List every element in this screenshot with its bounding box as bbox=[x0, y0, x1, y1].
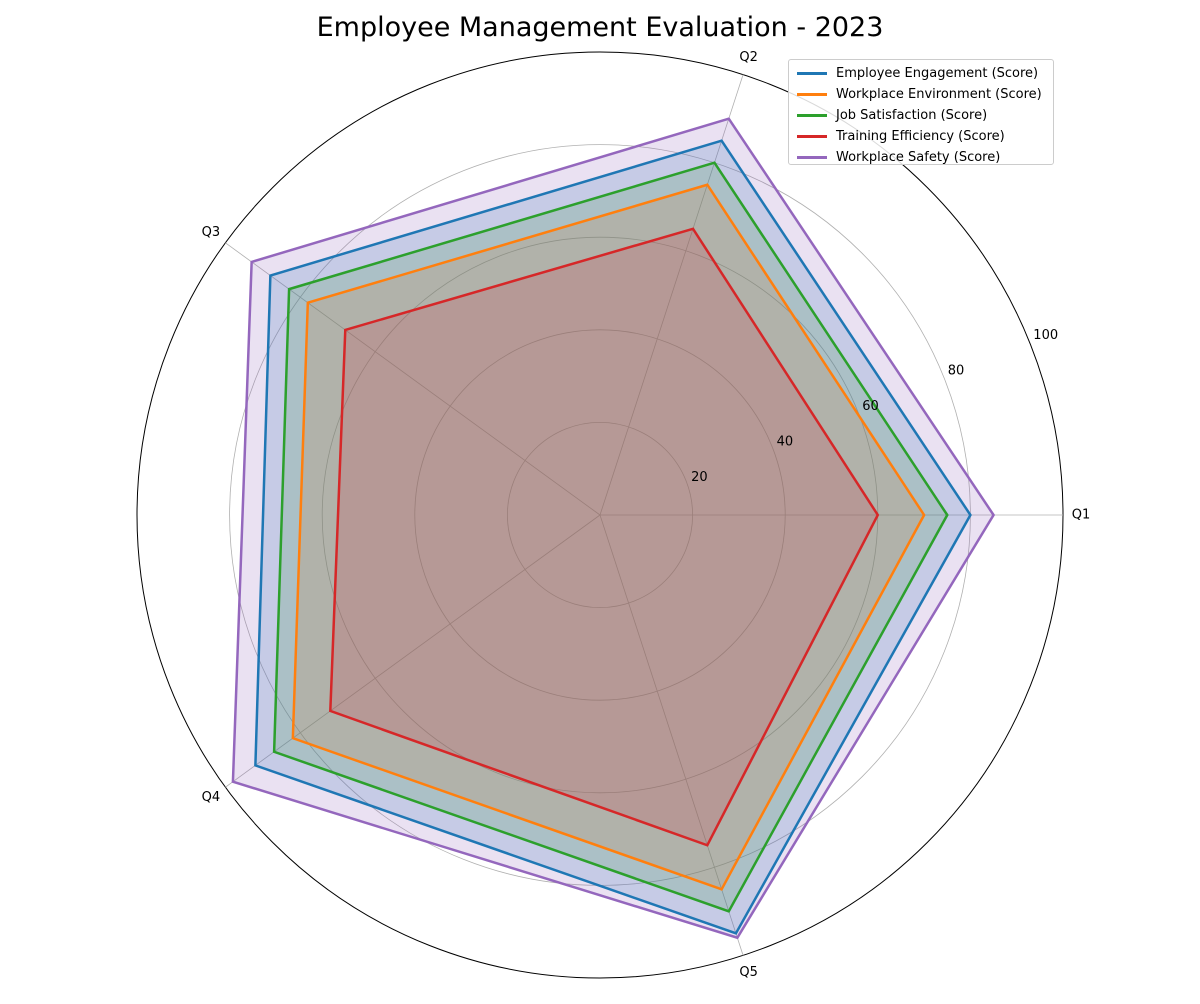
legend-item: Workplace Safety (Score) bbox=[789, 147, 1053, 168]
legend-item: Workplace Environment (Score) bbox=[789, 84, 1053, 105]
legend-swatch bbox=[797, 93, 827, 96]
legend: Employee Engagement (Score) Workplace Env… bbox=[788, 59, 1054, 165]
category-label: Q2 bbox=[739, 50, 758, 65]
legend-label: Employee Engagement (Score) bbox=[836, 66, 1038, 81]
radial-tick-label: 40 bbox=[777, 434, 794, 449]
radial-tick-label: 60 bbox=[862, 399, 879, 414]
legend-label: Job Satisfaction (Score) bbox=[836, 108, 987, 123]
series-layer bbox=[233, 119, 994, 938]
radial-tick-label: 20 bbox=[691, 470, 708, 485]
legend-swatch bbox=[797, 114, 827, 117]
legend-label: Workplace Safety (Score) bbox=[836, 150, 1000, 165]
category-label: Q5 bbox=[739, 965, 758, 980]
legend-swatch bbox=[797, 135, 827, 138]
radial-tick-label: 80 bbox=[948, 363, 965, 378]
legend-swatch bbox=[797, 156, 827, 159]
radial-tick-label: 100 bbox=[1033, 328, 1058, 343]
category-label: Q3 bbox=[202, 225, 221, 240]
legend-label: Training Efficiency (Score) bbox=[836, 129, 1005, 144]
category-label: Q1 bbox=[1072, 508, 1091, 523]
legend-item: Employee Engagement (Score) bbox=[789, 63, 1053, 84]
chart-title: Employee Management Evaluation - 2023 bbox=[0, 12, 1200, 43]
series-fill bbox=[233, 119, 994, 938]
legend-swatch bbox=[797, 72, 827, 75]
legend-item: Training Efficiency (Score) bbox=[789, 126, 1053, 147]
legend-item: Job Satisfaction (Score) bbox=[789, 105, 1053, 126]
category-label: Q4 bbox=[202, 790, 221, 805]
legend-label: Workplace Environment (Score) bbox=[836, 87, 1042, 102]
